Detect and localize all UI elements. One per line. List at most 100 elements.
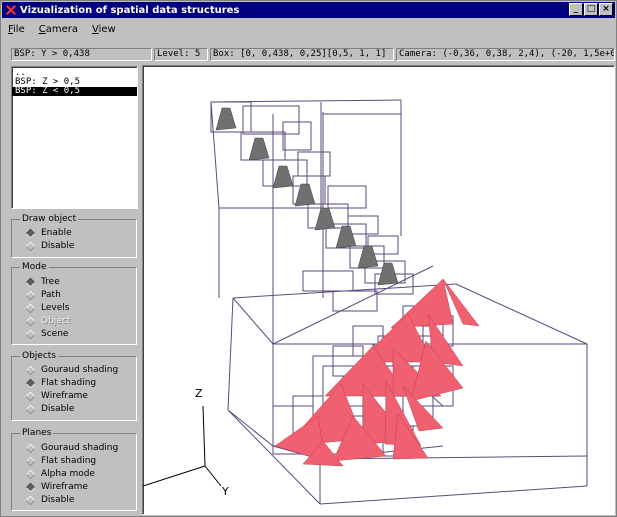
radio-button[interactable] xyxy=(25,456,36,466)
radio-label: Wireframe xyxy=(41,391,88,401)
list-item[interactable]: BSP: Z > 0,5 xyxy=(15,77,81,87)
gray-cone-object xyxy=(335,225,357,249)
radio-label: Levels xyxy=(41,303,70,313)
radio-objects-gouraud-shading[interactable]: Gouraud shading xyxy=(25,364,119,376)
radio-planes-gouraud-shading[interactable]: Gouraud shading xyxy=(25,442,119,454)
minimize-button[interactable]: _ xyxy=(569,3,583,16)
close-button[interactable]: × xyxy=(599,3,613,16)
flat-shaded-triangle xyxy=(402,385,444,432)
3d-viewport[interactable]: Z Y xyxy=(142,65,615,515)
status-level: Level: 5 xyxy=(154,48,208,61)
radio-button[interactable] xyxy=(25,495,36,505)
radio-button[interactable] xyxy=(25,469,36,479)
wireframe-edge xyxy=(227,409,321,505)
bsp-cell xyxy=(327,185,367,209)
wireframe-edge xyxy=(319,485,588,505)
bsp-cell xyxy=(210,101,252,133)
radio-button[interactable] xyxy=(25,404,36,414)
wireframe-edge xyxy=(455,283,588,345)
radio-label: Scene xyxy=(41,329,69,339)
wireframe-edge xyxy=(319,455,588,460)
flat-shaded-triangle xyxy=(410,340,464,402)
list-item[interactable]: BSP: Z < 0,5 xyxy=(12,87,137,96)
menu-bar: File Camera View xyxy=(2,20,615,39)
radio-planes-disable[interactable]: Disable xyxy=(25,494,75,506)
radio-label: Tree xyxy=(41,277,60,287)
radio-button[interactable] xyxy=(25,290,36,300)
radio-button[interactable] xyxy=(25,329,36,339)
radio-mode-path[interactable]: Path xyxy=(25,289,61,301)
radio-label: Gouraud shading xyxy=(41,365,119,375)
radio-button[interactable] xyxy=(25,316,36,326)
axis-line xyxy=(204,465,222,487)
planes-group: Planes Gouraud shading Flat shading Alpha … xyxy=(11,428,137,511)
draw-object-group: Draw object Enable Disable xyxy=(11,214,137,258)
radio-button[interactable] xyxy=(25,277,36,287)
list-item[interactable]: .. xyxy=(15,68,26,78)
bsp-cell xyxy=(282,121,312,151)
flat-shaded-triangle xyxy=(427,313,464,367)
bsp-cell xyxy=(297,151,331,177)
status-box: Box: [0, 0,438, 0,25][0,5, 1, 1] xyxy=(210,48,394,61)
radio-label: Disable xyxy=(41,241,75,251)
radio-mode-tree[interactable]: Tree xyxy=(25,276,60,288)
gray-cone-object xyxy=(314,207,336,231)
axis-z-label: Z xyxy=(195,387,203,400)
radio-planes-wireframe[interactable]: Wireframe xyxy=(25,481,88,493)
bsp-cell xyxy=(302,270,354,292)
radio-label: Disable xyxy=(41,495,75,505)
planes-title: Planes xyxy=(20,428,54,438)
status-node: BSP: Y > 0,438 xyxy=(11,48,152,61)
radio-label: Wireframe xyxy=(41,482,88,492)
radio-button[interactable] xyxy=(25,365,36,375)
radio-label: Enable xyxy=(41,228,72,238)
bsp-cell xyxy=(347,215,379,235)
radio-button[interactable] xyxy=(25,443,36,453)
gray-cone-object xyxy=(357,245,379,269)
wireframe-edge xyxy=(227,409,274,447)
objects-title: Objects xyxy=(20,351,59,361)
bsp-cell xyxy=(367,235,399,255)
radio-draw-object-enable[interactable]: Enable xyxy=(25,227,72,239)
gray-cone-object xyxy=(294,183,316,207)
radio-objects-flat-shading[interactable]: Flat shading xyxy=(25,377,97,389)
radio-button[interactable] xyxy=(25,391,36,401)
wireframe-edge xyxy=(227,297,234,411)
radio-button[interactable] xyxy=(25,228,36,238)
radio-draw-object-disable[interactable]: Disable xyxy=(25,240,75,252)
radio-objects-wireframe[interactable]: Wireframe xyxy=(25,390,88,402)
radio-objects-disable[interactable]: Disable xyxy=(25,403,74,415)
menu-view[interactable]: View xyxy=(92,24,116,35)
radio-button[interactable] xyxy=(25,303,36,313)
app-x-icon xyxy=(5,4,17,16)
status-camera: Camera: (-0,36, 0,38, 2,4), (-20, 1,5e+0… xyxy=(396,48,615,61)
bsp-cell xyxy=(242,105,300,135)
gray-cone-object xyxy=(272,165,294,189)
bsp-cell xyxy=(325,223,367,249)
flat-shaded-triangle xyxy=(392,413,429,460)
title-bar[interactable]: Vizualization of spatial data structures… xyxy=(2,2,615,18)
scene-canvas: Z Y xyxy=(143,99,588,505)
radio-planes-flat-shading[interactable]: Flat shading xyxy=(25,455,96,467)
radio-mode-scene[interactable]: Scene xyxy=(25,328,69,340)
radio-mode-levels[interactable]: Levels xyxy=(25,302,70,314)
radio-label: Flat shading xyxy=(41,378,97,388)
wireframe-edge xyxy=(210,101,220,209)
flat-shaded-triangle xyxy=(302,440,344,467)
gray-cone-object xyxy=(377,262,399,286)
tree-node-list[interactable]: .. BSP: Z > 0,5 BSP: Z < 0,5 xyxy=(11,66,138,209)
menu-file[interactable]: File xyxy=(8,24,25,35)
radio-planes-alpha-mode[interactable]: Alpha mode xyxy=(25,468,95,480)
axis-line xyxy=(143,465,206,487)
gray-cone-object xyxy=(248,137,270,161)
mode-group: Mode Tree Path Levels Object Scene xyxy=(11,262,137,345)
radio-button[interactable] xyxy=(25,482,36,492)
radio-label: Gouraud shading xyxy=(41,443,119,453)
menu-camera[interactable]: Camera xyxy=(38,24,78,35)
draw-object-title: Draw object xyxy=(20,214,79,224)
bsp-cell xyxy=(332,290,378,312)
radio-button[interactable] xyxy=(25,378,36,388)
radio-button[interactable] xyxy=(25,241,36,251)
maximize-button[interactable]: □ xyxy=(584,3,598,16)
